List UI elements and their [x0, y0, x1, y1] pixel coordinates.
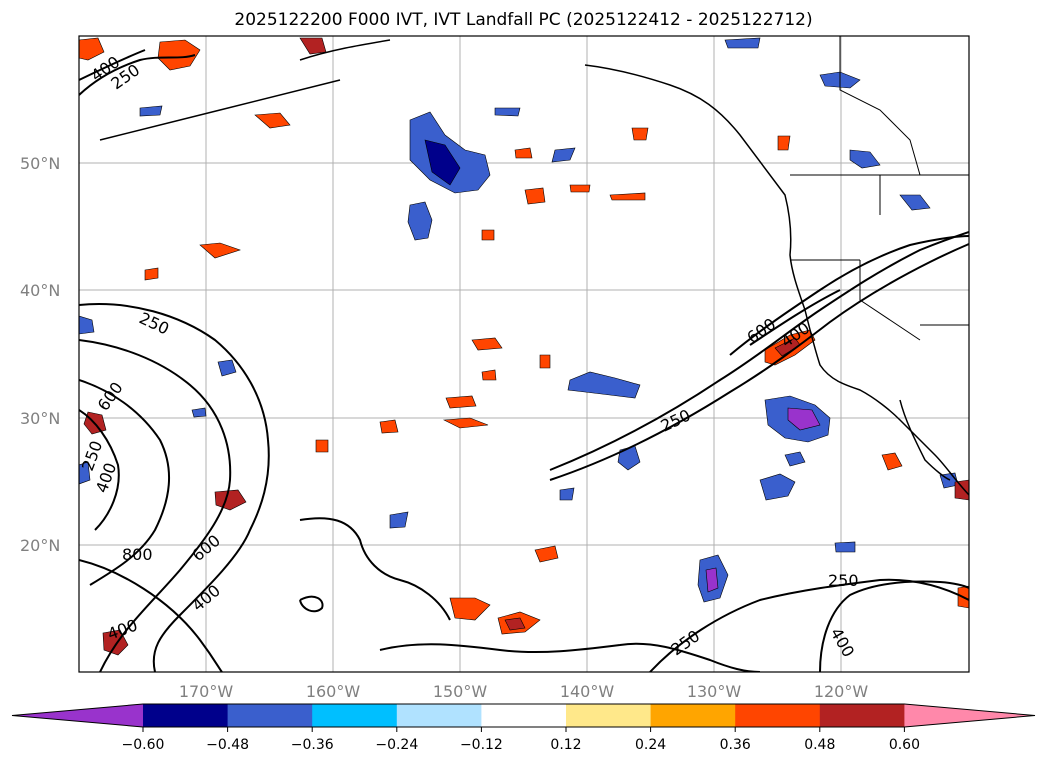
filled-contours	[79, 37, 969, 656]
ivt-contours	[79, 49, 969, 672]
colorbar-segment	[396, 704, 482, 727]
colorbar-tick-label: 0.24	[635, 737, 666, 753]
contour-label: 800	[122, 545, 153, 564]
lat-label: 50°N	[20, 154, 60, 173]
contour-label: 250	[828, 571, 859, 590]
north-america-coast	[584, 64, 969, 496]
lon-label: 120°W	[814, 682, 869, 701]
coastlines	[99, 39, 969, 496]
lat-label: 20°N	[20, 536, 60, 555]
lat-label: 40°N	[20, 281, 60, 300]
colorbar-tick-label: −0.36	[291, 737, 334, 753]
lon-label: 140°W	[560, 682, 615, 701]
colorbar-segment	[819, 704, 905, 727]
colorbar-extend-right	[904, 704, 1035, 727]
lon-label: 160°W	[306, 682, 361, 701]
negative-area-north-pacific	[407, 201, 433, 241]
longitude-labels: 170°W 160°W 150°W 140°W 130°W 120°W	[179, 682, 869, 701]
colorbar-tick-label: 0.12	[550, 737, 581, 753]
colorbar-segment	[481, 704, 567, 727]
colorbar-segment	[312, 704, 398, 727]
map-title: 2025122200 F000 IVT, IVT Landfall PC (20…	[234, 10, 813, 30]
borders	[790, 36, 969, 341]
latitude-labels: 50°N 40°N 30°N 20°N	[20, 154, 60, 555]
lon-label: 150°W	[433, 682, 488, 701]
lon-label: 130°W	[687, 682, 742, 701]
colorbar-tick-label: 0.60	[889, 737, 920, 753]
colorbar-segment	[143, 704, 229, 727]
atmospheric-river-contour	[549, 231, 969, 471]
colorbar-segment	[566, 704, 652, 727]
colorbar-tick-label: −0.24	[375, 737, 418, 753]
colorbar-segment	[227, 704, 313, 727]
colorbar-tick-label: −0.60	[122, 737, 165, 753]
colorbar: −0.60 −0.48 −0.36 −0.24 −0.12 0.12 0.24 0.36 0.4…	[11, 703, 1036, 753]
colorbar-tick-label: 0.36	[720, 737, 751, 753]
lat-label: 30°N	[20, 409, 60, 428]
colorbar-tick-label: −0.12	[460, 737, 503, 753]
lon-label: 170°W	[179, 682, 234, 701]
colorbar-tick-label: −0.48	[206, 737, 249, 753]
colorbar-tick-label: 0.48	[804, 737, 835, 753]
positive-area-central-pacific	[449, 597, 491, 621]
plot-frame	[78, 35, 970, 673]
colorbar-segment	[735, 704, 821, 727]
colorbar-segment	[650, 704, 736, 727]
plot-area	[79, 36, 969, 672]
colorbar-extend-left	[12, 704, 143, 727]
